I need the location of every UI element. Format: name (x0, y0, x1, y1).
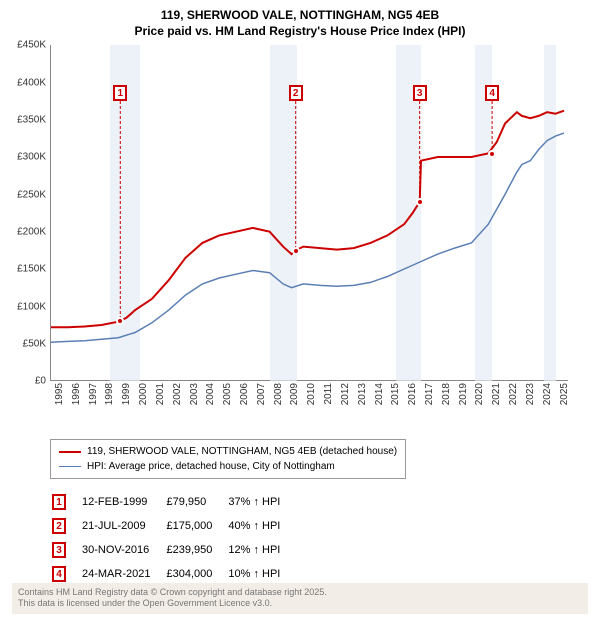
x-tick-label: 2013 (357, 383, 368, 405)
x-tick-label: 2010 (306, 383, 317, 405)
title-line2: Price paid vs. HM Land Registry's House … (8, 24, 592, 40)
footer: Contains HM Land Registry data © Crown c… (12, 583, 588, 614)
plot-area: 1 2 3 4 (50, 45, 568, 381)
x-tick-label: 1999 (121, 383, 132, 405)
x-tick-label: 2009 (289, 383, 300, 405)
title-line1: 119, SHERWOOD VALE, NOTTINGHAM, NG5 4EB (8, 8, 592, 24)
sale-marker-1: 1 (113, 85, 127, 101)
x-tick-label: 1995 (54, 383, 65, 405)
sale-price: £239,950 (166, 539, 226, 561)
x-tick-label: 2000 (138, 383, 149, 405)
chart: 1 2 3 4 £0 £50K £100K £150K £200K £250K £300K £350… (8, 45, 568, 405)
sale-point-3 (416, 198, 424, 206)
x-tick-label: 2019 (458, 383, 469, 405)
x-tick-label: 1997 (88, 383, 99, 405)
y-tick-label: £0 (35, 376, 46, 387)
x-tick-label: 2012 (340, 383, 351, 405)
x-tick-label: 1996 (71, 383, 82, 405)
x-tick-label: 2017 (424, 383, 435, 405)
y-tick-label: £150K (17, 264, 46, 275)
y-tick-label: £400K (17, 77, 46, 88)
x-tick-label: 2016 (407, 383, 418, 405)
x-tick-label: 2007 (256, 383, 267, 405)
sale-num-box: 4 (52, 566, 66, 582)
x-tick-label: 2006 (239, 383, 250, 405)
y-tick-label: £50K (23, 338, 46, 349)
chart-title: 119, SHERWOOD VALE, NOTTINGHAM, NG5 4EB … (8, 8, 592, 39)
x-tick-label: 2002 (172, 383, 183, 405)
sale-marker-4: 4 (485, 85, 499, 101)
footer-line1: Contains HM Land Registry data © Crown c… (18, 587, 582, 599)
legend-item-property: 119, SHERWOOD VALE, NOTTINGHAM, NG5 4EB … (59, 444, 397, 459)
sales-row: 2 21-JUL-2009£175,00040% ↑ HPI (52, 515, 294, 537)
sale-price: £175,000 (166, 515, 226, 537)
sale-marker-2: 2 (289, 85, 303, 101)
legend-swatch-hpi (59, 466, 81, 467)
sale-date: 30-NOV-2016 (82, 539, 164, 561)
legend-swatch-property (59, 451, 81, 453)
sale-delta: 40% ↑ HPI (228, 515, 294, 537)
legend: 119, SHERWOOD VALE, NOTTINGHAM, NG5 4EB … (50, 439, 406, 479)
sale-point-2 (292, 247, 300, 255)
y-tick-label: £100K (17, 301, 46, 312)
x-tick-label: 2004 (205, 383, 216, 405)
x-tick-label: 2005 (222, 383, 233, 405)
x-tick-label: 2001 (155, 383, 166, 405)
x-tick-label: 2022 (508, 383, 519, 405)
sale-point-1 (116, 317, 124, 325)
sales-table: 1 12-FEB-1999£79,95037% ↑ HPI 2 21-JUL-2009… (50, 489, 296, 587)
sales-row: 3 30-NOV-2016£239,95012% ↑ HPI (52, 539, 294, 561)
legend-item-hpi: HPI: Average price, detached house, City… (59, 459, 397, 474)
x-tick-label: 1998 (104, 383, 115, 405)
x-tick-label: 2021 (491, 383, 502, 405)
sale-delta: 12% ↑ HPI (228, 539, 294, 561)
sale-date: 12-FEB-1999 (82, 491, 164, 513)
sale-price: £79,950 (166, 491, 226, 513)
x-tick-label: 2020 (474, 383, 485, 405)
y-tick-label: £300K (17, 152, 46, 163)
sale-delta: 37% ↑ HPI (228, 491, 294, 513)
series-hpi (51, 133, 564, 342)
x-tick-label: 2014 (374, 383, 385, 405)
x-tick-label: 2025 (559, 383, 570, 405)
x-tick-label: 2008 (273, 383, 284, 405)
legend-label-property: 119, SHERWOOD VALE, NOTTINGHAM, NG5 4EB … (87, 444, 397, 459)
sales-row: 1 12-FEB-1999£79,95037% ↑ HPI (52, 491, 294, 513)
series-property (51, 111, 564, 328)
y-tick-label: £200K (17, 226, 46, 237)
sale-num-box: 2 (52, 518, 66, 534)
x-tick-label: 2023 (525, 383, 536, 405)
sale-marker-3: 3 (413, 85, 427, 101)
x-tick-label: 2011 (323, 383, 334, 405)
footer-line2: This data is licensed under the Open Gov… (18, 598, 582, 610)
y-tick-label: £250K (17, 189, 46, 200)
x-tick-label: 2015 (390, 383, 401, 405)
x-tick-label: 2018 (441, 383, 452, 405)
sale-date: 21-JUL-2009 (82, 515, 164, 537)
x-tick-label: 2024 (542, 383, 553, 405)
x-tick-label: 2003 (189, 383, 200, 405)
y-tick-label: £350K (17, 114, 46, 125)
legend-label-hpi: HPI: Average price, detached house, City… (87, 459, 335, 474)
sale-point-4 (488, 150, 496, 158)
sale-num-box: 3 (52, 542, 66, 558)
sale-num-box: 1 (52, 494, 66, 510)
y-tick-label: £450K (17, 40, 46, 51)
